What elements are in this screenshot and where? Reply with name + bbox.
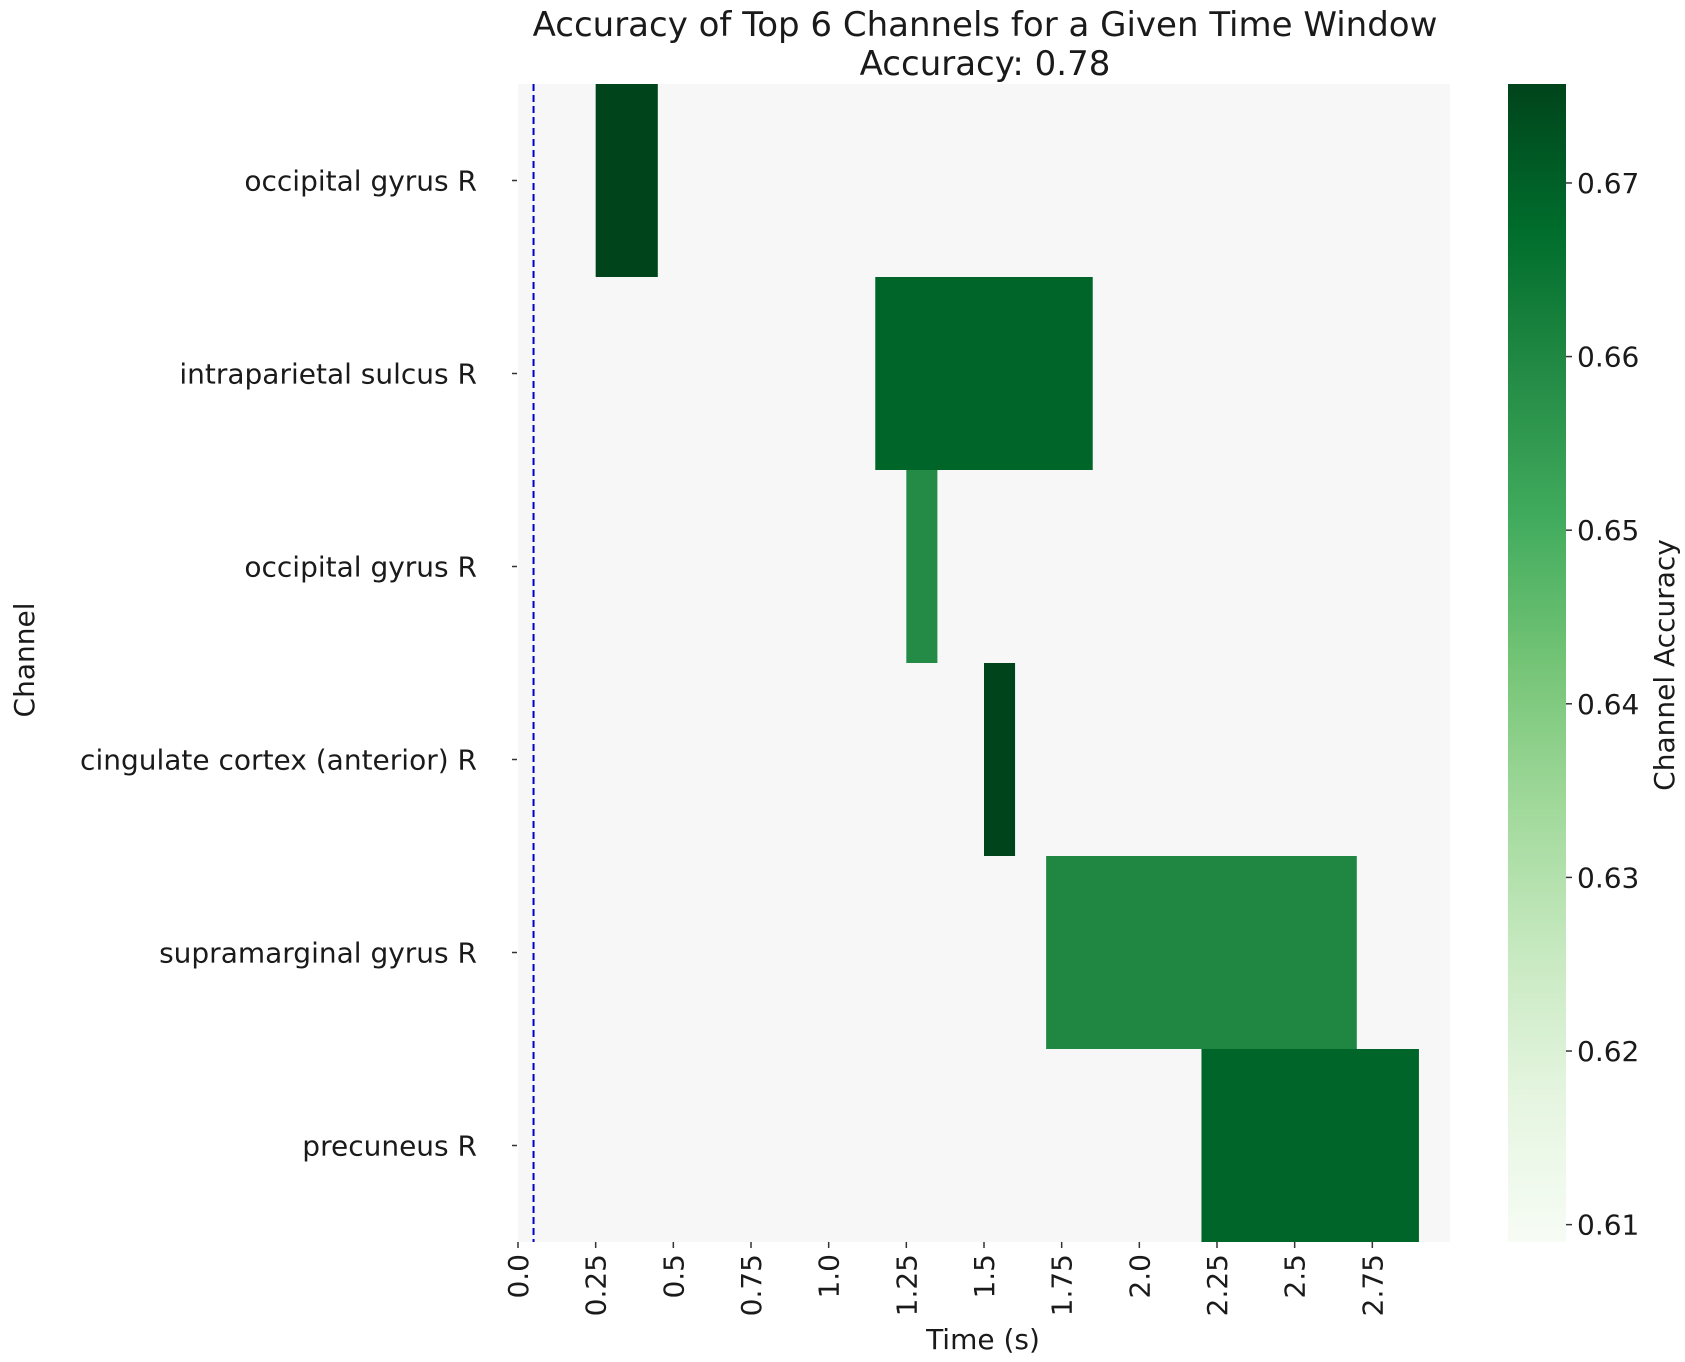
heatmap-cell-3 bbox=[984, 663, 1016, 856]
y-tick-label: supramarginal gyrus R bbox=[159, 937, 477, 970]
chart-subtitle: Accuracy: 0.78 bbox=[860, 44, 1111, 84]
x-tick-label: 2.0 bbox=[1123, 1254, 1156, 1299]
heatmap-cell-2 bbox=[906, 470, 938, 663]
x-tick-label: 1.75 bbox=[1046, 1254, 1079, 1316]
y-tick-label: occipital gyrus R bbox=[244, 551, 477, 584]
chart-title: Accuracy of Top 6 Channels for a Given T… bbox=[533, 5, 1438, 45]
y-tick-label: precuneus R bbox=[302, 1130, 477, 1163]
heatmap-cell-0 bbox=[595, 84, 658, 277]
colorbar bbox=[1508, 84, 1566, 1242]
colorbar-ticks: 0.61 0.62 0.63 0.64 0.65 0.66 0.67 bbox=[1566, 167, 1639, 1242]
y-axis-label: Channel bbox=[8, 603, 41, 718]
colorbar-tick-label: 0.62 bbox=[1577, 1035, 1639, 1068]
heatmap-cell-5 bbox=[1201, 1049, 1419, 1242]
colorbar-tick-label: 0.63 bbox=[1577, 861, 1639, 894]
x-axis-label: Time (s) bbox=[925, 1323, 1040, 1356]
x-tick-label: 0.75 bbox=[735, 1254, 768, 1316]
y-axis-ticks: occipital gyrus R intraparietal sulcus R o… bbox=[80, 165, 517, 1163]
x-axis-ticks: 0.0 0.25 0.5 0.75 1.0 1.25 1.5 1.75 2.0 2.25 2.5 2.… bbox=[502, 1242, 1389, 1316]
heatmap-cells bbox=[595, 84, 1419, 1242]
plot-area bbox=[518, 84, 1450, 1242]
y-tick-label: occipital gyrus R bbox=[244, 165, 477, 198]
x-tick-label: 1.5 bbox=[968, 1254, 1001, 1299]
colorbar-tick-label: 0.65 bbox=[1577, 514, 1639, 547]
x-tick-label: 1.0 bbox=[813, 1254, 846, 1299]
x-tick-label: 0.0 bbox=[502, 1254, 535, 1299]
colorbar-tick-label: 0.64 bbox=[1577, 688, 1639, 721]
y-tick-label: cingulate cortex (anterior) R bbox=[80, 744, 477, 777]
colorbar-tick-label: 0.61 bbox=[1577, 1209, 1639, 1242]
colorbar-tick-label: 0.67 bbox=[1577, 167, 1639, 200]
heatmap-cell-4 bbox=[1046, 856, 1357, 1049]
x-tick-label: 2.25 bbox=[1201, 1254, 1234, 1316]
x-tick-label: 0.25 bbox=[580, 1254, 613, 1316]
heatmap-cell-1 bbox=[875, 277, 1093, 470]
y-tick-label: intraparietal sulcus R bbox=[179, 358, 477, 391]
colorbar-tick-label: 0.66 bbox=[1577, 341, 1639, 374]
x-tick-label: 0.5 bbox=[657, 1254, 690, 1299]
x-tick-label: 2.75 bbox=[1356, 1254, 1389, 1316]
colorbar-label: Channel Accuracy bbox=[1648, 539, 1681, 791]
x-tick-label: 1.25 bbox=[890, 1254, 923, 1316]
x-tick-label: 2.5 bbox=[1279, 1254, 1312, 1299]
